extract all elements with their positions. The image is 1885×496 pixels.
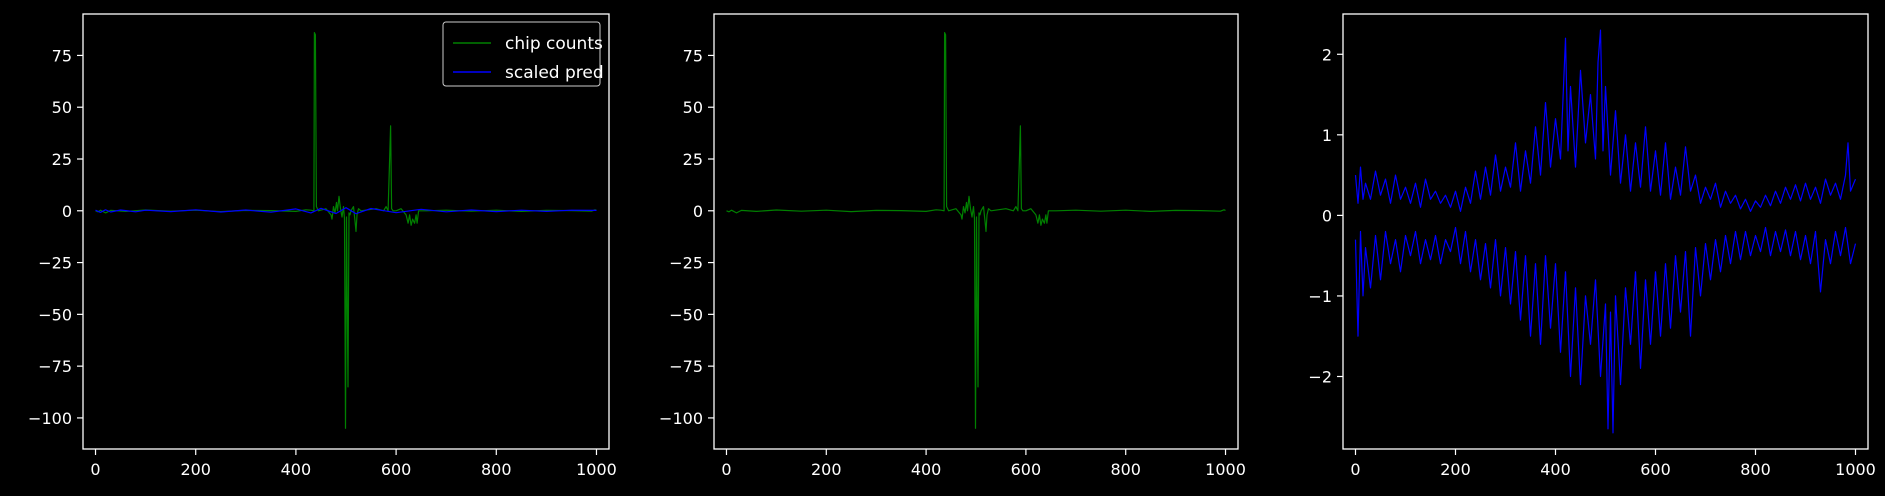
x-tick-label: 600 (381, 460, 412, 479)
y-tick-label: −25 (669, 254, 703, 273)
y-tick-label: 75 (52, 46, 72, 65)
right-chart-panel: 0 200 400 600 800 1000 2 1 0 −1 −2 (1308, 13, 1876, 479)
legend-entry-label: scaled pred (505, 63, 604, 83)
y-tick-label: 50 (683, 98, 703, 117)
y-tick-label: −100 (28, 409, 72, 428)
y-tick-label: −75 (669, 357, 703, 376)
y-tick-label: −25 (38, 254, 72, 273)
y-tick-label: 50 (52, 98, 72, 117)
x-tick-label: 0 (90, 460, 100, 479)
y-tick-label: 0 (693, 202, 703, 221)
left-chart-panel: 0 200 400 600 800 1000 75 50 25 0 −25 −50 −75 −100 chi… (28, 13, 617, 479)
x-tick-label: 800 (1740, 460, 1771, 479)
x-tick-label: 800 (1110, 460, 1141, 479)
y-tick-label: 2 (1322, 45, 1332, 64)
x-tick-label: 200 (1440, 460, 1471, 479)
series-line-1 (95, 207, 597, 215)
x-tick-label: 1000 (1835, 460, 1876, 479)
axes-frame (1342, 13, 1869, 450)
y-tick-label: 75 (683, 46, 703, 65)
y-tick-label: 0 (62, 202, 72, 221)
y-tick-label: 25 (52, 150, 72, 169)
x-tick-label: 800 (481, 460, 512, 479)
y-tick-label: 0 (1322, 206, 1332, 225)
axes-frame (82, 13, 610, 450)
legend: chip counts scaled pred (442, 21, 604, 87)
axes-frame (713, 13, 1239, 450)
y-tick-label: −2 (1308, 368, 1332, 387)
x-tick-label: 1000 (576, 460, 617, 479)
x-tick-label: 400 (281, 460, 312, 479)
x-tick-label: 1000 (1205, 460, 1246, 479)
y-tick-label: 25 (683, 150, 703, 169)
x-tick-label: 600 (1011, 460, 1042, 479)
middle-chart-panel: 0 200 400 600 800 1000 75 50 25 0 −25 −50 −75 −100 (659, 13, 1246, 479)
y-tick-label: 1 (1322, 126, 1332, 145)
x-tick-label: 600 (1640, 460, 1671, 479)
y-tick-label: −50 (38, 305, 72, 324)
y-tick-label: −50 (669, 305, 703, 324)
series-line-0 (726, 32, 1226, 429)
x-tick-label: 400 (911, 460, 942, 479)
series-line-1 (1354, 226, 1857, 434)
x-tick-label: 200 (180, 460, 211, 479)
y-tick-label: −75 (38, 357, 72, 376)
x-tick-label: 400 (1540, 460, 1571, 479)
x-tick-label: 0 (1350, 460, 1360, 479)
legend-box (442, 21, 601, 87)
legend-entry-label: chip counts (505, 34, 603, 54)
y-tick-label: −100 (659, 409, 703, 428)
series-line-0 (95, 32, 597, 429)
series-line-0 (1354, 29, 1857, 212)
x-tick-label: 200 (811, 460, 842, 479)
y-tick-label: −1 (1308, 287, 1332, 306)
x-tick-label: 0 (721, 460, 731, 479)
